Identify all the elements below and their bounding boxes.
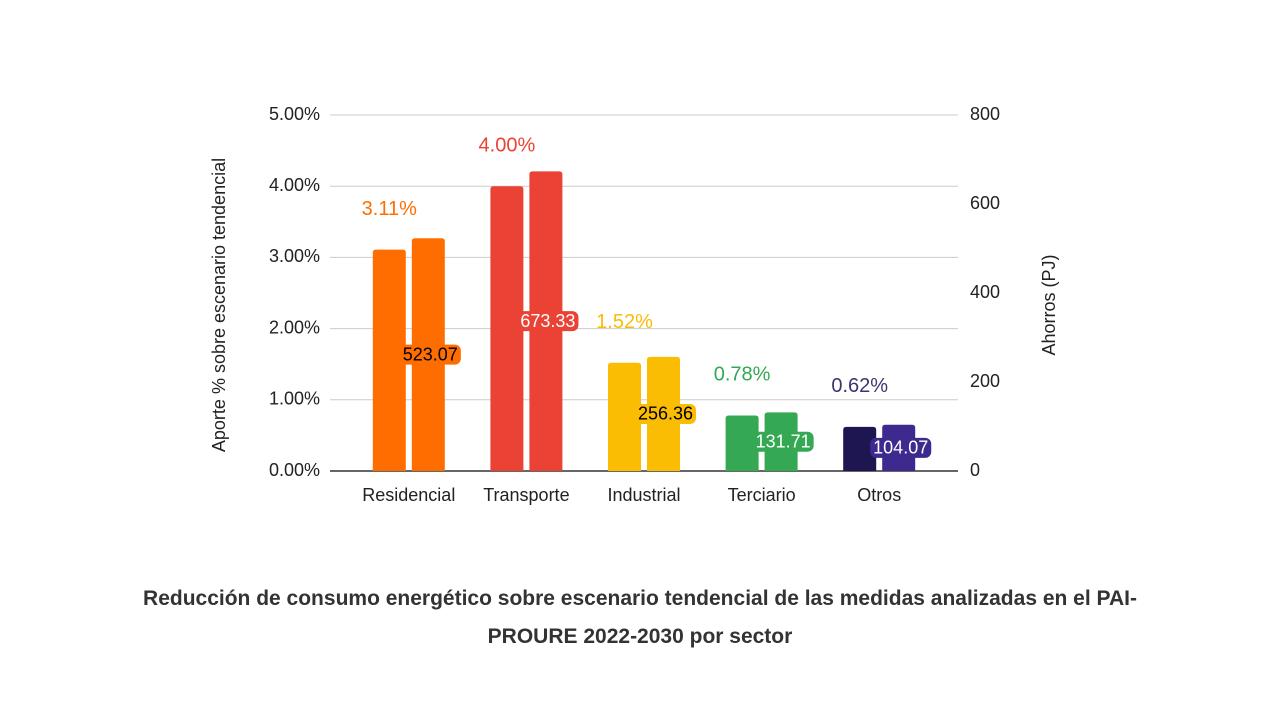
bar [608,362,641,471]
y-tick-label: 4.00% [269,175,320,195]
y-tick-label: 0.00% [269,460,320,480]
data-label-bg [752,431,814,452]
data-label: 673.33 [520,311,575,331]
x-tick-label: Otros [857,485,901,505]
data-label: 0.78% [714,364,771,386]
bar [843,426,877,471]
data-label: 256.36 [638,404,693,424]
bar [725,415,759,471]
y2-tick-label: 0 [970,460,980,480]
x-tick-label: Terciario [728,485,796,505]
data-label: 1.52% [596,311,653,333]
bar [490,186,524,471]
bar [372,249,406,471]
x-tick-label: Industrial [607,485,680,505]
data-label: 104.07 [873,438,928,458]
y2-tick-label: 600 [970,193,1000,213]
y2-tick-label: 400 [970,282,1000,302]
y-tick-label: 5.00% [269,104,320,124]
y-tick-label: 3.00% [269,246,320,266]
chart-caption: Reducción de consumo energético sobre es… [143,587,1137,648]
data-label-bg [634,403,697,424]
y2-tick-label: 200 [970,371,1000,391]
data-label: 0.62% [831,375,888,397]
data-label-bg [870,437,932,458]
data-label: 3.11% [362,198,417,220]
y2-tick-label: 800 [970,104,1000,124]
y-tick-label: 1.00% [269,389,320,409]
y-tick-label: 2.00% [269,317,320,337]
data-label: 131.71 [756,431,811,451]
y-axis-label: Aporte % sobre escenario tendencial [209,158,229,452]
y2-axis-label: Ahorros (PJ) [1039,254,1059,355]
x-tick-label: Transporte [483,485,569,505]
data-label: 4.00% [479,134,536,156]
data-label-bg [399,344,461,365]
data-label-bg [517,311,579,332]
data-label: 523.07 [403,344,458,364]
x-tick-label: Residencial [362,485,455,505]
chart: Aporte % sobre escenario tendencial Ahor… [209,104,1059,505]
